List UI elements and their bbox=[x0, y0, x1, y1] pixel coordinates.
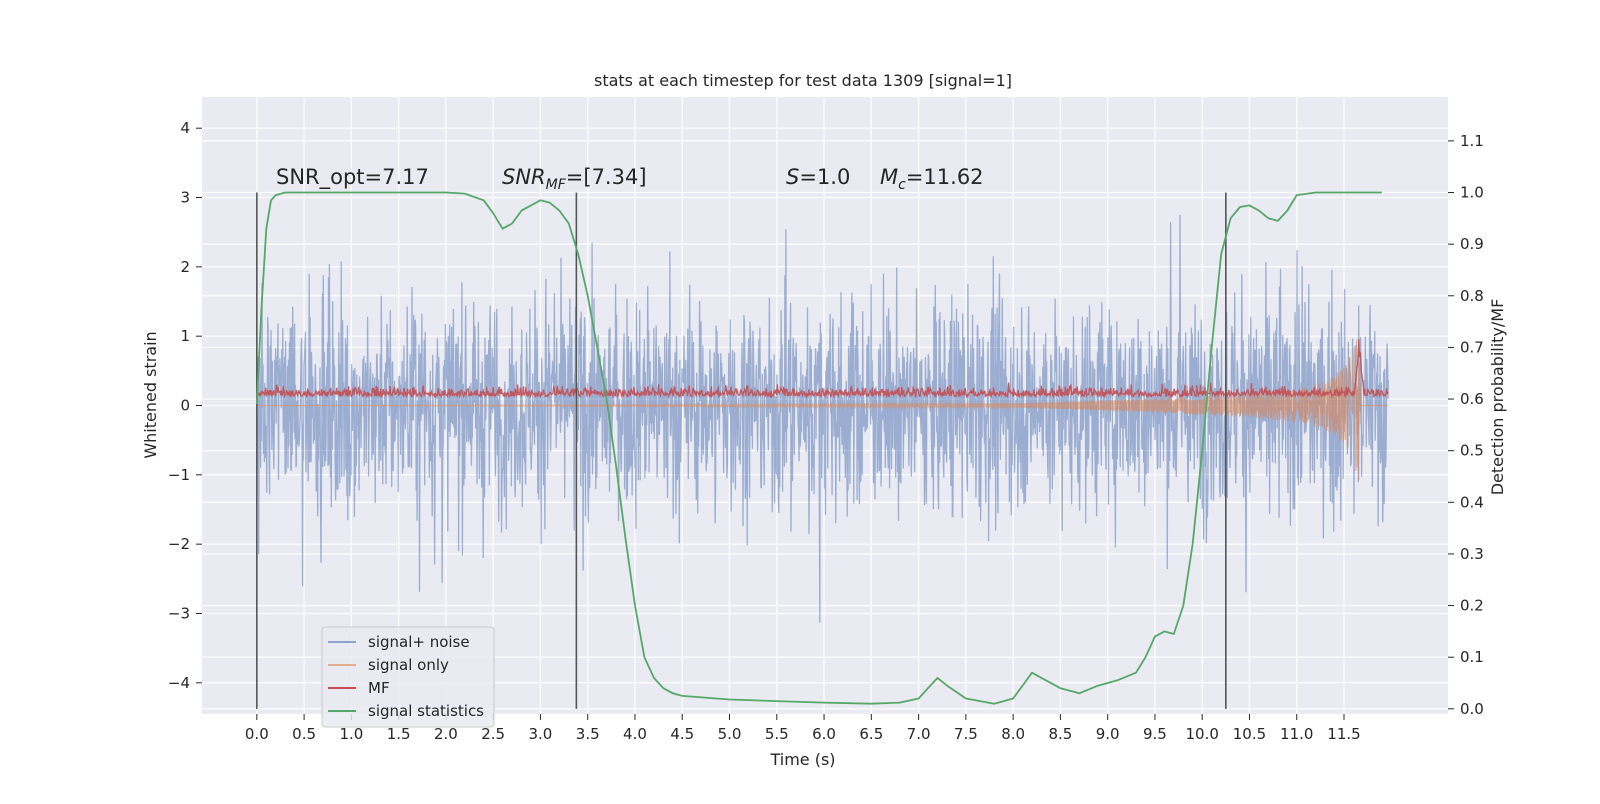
x-tick-label: 5.0 bbox=[718, 725, 742, 743]
y2-tick-label: 0.3 bbox=[1460, 545, 1484, 563]
legend-label: MF bbox=[368, 679, 390, 697]
y2-tick-label: 0.8 bbox=[1460, 287, 1484, 305]
y2-tick-label: 0.5 bbox=[1460, 442, 1484, 460]
x-tick-label: 0.5 bbox=[292, 725, 316, 743]
annotation-part: c bbox=[898, 177, 906, 193]
annotation-text: S=1.0 bbox=[786, 165, 850, 189]
x-tick-label: 11.5 bbox=[1327, 725, 1360, 743]
annotation-part: =11.62 bbox=[906, 165, 984, 189]
x-tick-label: 4.0 bbox=[623, 725, 647, 743]
annotation-part: =[7.34] bbox=[566, 165, 647, 189]
x-tick-label: 1.5 bbox=[387, 725, 411, 743]
x-tick-label: 0.0 bbox=[245, 725, 269, 743]
y-tick-label: −2 bbox=[168, 535, 190, 553]
annotation-part: S bbox=[786, 165, 799, 189]
annotation-text: Mc=11.62 bbox=[880, 165, 984, 193]
x-tick-label: 9.0 bbox=[1096, 725, 1120, 743]
y-tick-label: 4 bbox=[180, 119, 190, 137]
legend-label: signal only bbox=[368, 656, 449, 674]
x-tick-label: 7.5 bbox=[954, 725, 978, 743]
x-tick-label: 10.5 bbox=[1233, 725, 1266, 743]
y2-tick-label: 0.0 bbox=[1460, 700, 1484, 718]
y2-tick-label: 0.6 bbox=[1460, 390, 1484, 408]
y-tick-label: 3 bbox=[180, 189, 190, 207]
right-axis-label: Detection probability/MF bbox=[1488, 299, 1507, 496]
y-axis-label: Whitened strain bbox=[141, 331, 160, 458]
x-tick-label: 3.0 bbox=[529, 725, 553, 743]
x-tick-label: 6.0 bbox=[812, 725, 836, 743]
x-tick-label: 8.0 bbox=[1001, 725, 1025, 743]
annotation-part: SNR_opt=7.17 bbox=[276, 165, 429, 190]
x-tick-label: 2.5 bbox=[481, 725, 505, 743]
x-tick-label: 5.5 bbox=[765, 725, 789, 743]
y-tick-label: −4 bbox=[168, 674, 190, 692]
x-tick-label: 9.5 bbox=[1143, 725, 1167, 743]
y2-tick-label: 0.2 bbox=[1460, 597, 1484, 615]
legend-label: signal statistics bbox=[368, 702, 484, 720]
x-tick-label: 2.0 bbox=[434, 725, 458, 743]
annotation-part: MF bbox=[546, 177, 567, 193]
x-tick-label: 3.5 bbox=[576, 725, 600, 743]
y2-tick-label: 0.9 bbox=[1460, 235, 1484, 253]
y-tick-label: 1 bbox=[180, 327, 190, 345]
chart-title: stats at each timestep for test data 130… bbox=[594, 71, 1012, 90]
x-tick-label: 1.0 bbox=[339, 725, 363, 743]
y2-tick-label: 1.0 bbox=[1460, 184, 1484, 202]
series-signal-plus-noise bbox=[256, 214, 1390, 623]
annotation-part: =1.0 bbox=[799, 165, 850, 189]
x-axis-label: Time (s) bbox=[769, 750, 835, 769]
y-tick-label: −1 bbox=[168, 466, 190, 484]
annotation-text: SNR_opt=7.17 bbox=[276, 165, 429, 190]
y-tick-label: 0 bbox=[180, 397, 190, 415]
legend-box bbox=[321, 626, 495, 728]
annotation-part: M bbox=[880, 165, 898, 189]
y-tick-label: −3 bbox=[168, 604, 190, 622]
series-mf bbox=[256, 339, 1389, 399]
x-tick-label: 10.0 bbox=[1186, 725, 1219, 743]
y2-tick-label: 0.7 bbox=[1460, 338, 1484, 356]
x-tick-label: 8.5 bbox=[1048, 725, 1072, 743]
y2-tick-label: 0.1 bbox=[1460, 648, 1484, 666]
x-tick-label: 7.0 bbox=[907, 725, 931, 743]
series-signal-statistics bbox=[255, 191, 1382, 705]
annotation-text: SNRMF=[7.34] bbox=[502, 165, 647, 193]
series-signal-only bbox=[256, 339, 1389, 481]
legend-label: signal+ noise bbox=[368, 633, 470, 651]
y2-tick-label: 0.4 bbox=[1460, 493, 1484, 511]
x-tick-label: 6.5 bbox=[859, 725, 883, 743]
legend: signal+ noise signal only MF signal statist… bbox=[321, 626, 495, 728]
y-tick-label: 2 bbox=[180, 258, 190, 276]
y2-tick-label: 1.1 bbox=[1460, 132, 1484, 150]
annotation-part: SNR bbox=[502, 165, 546, 189]
x-tick-label: 11.0 bbox=[1280, 725, 1313, 743]
x-tick-label: 4.5 bbox=[670, 725, 694, 743]
